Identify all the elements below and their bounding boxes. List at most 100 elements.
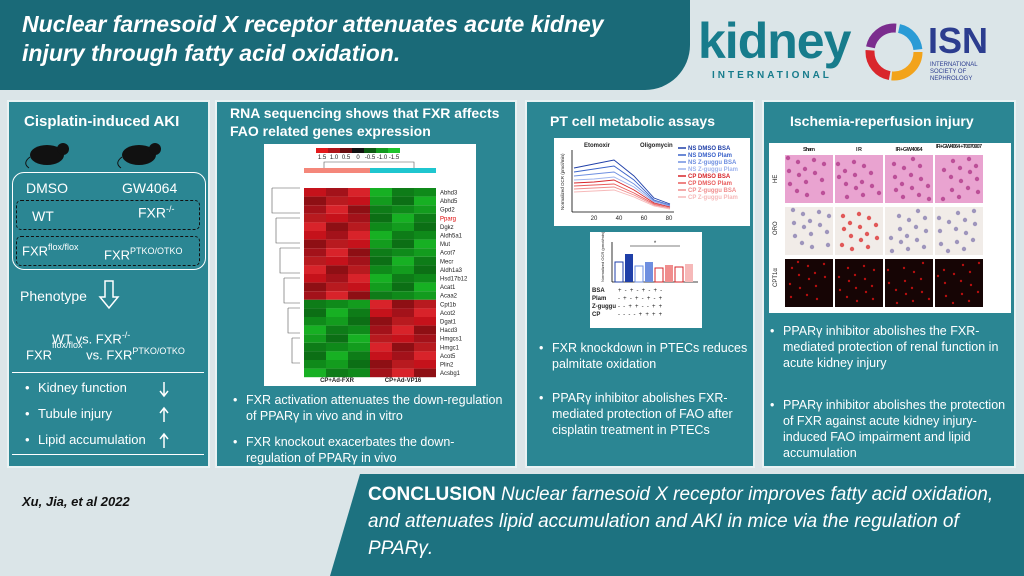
heatmap-cell [304, 334, 326, 343]
emblem-arc [865, 23, 923, 81]
histology-texture [790, 207, 796, 213]
heatmap-cell [348, 282, 370, 292]
gene-label: Abhd5 [440, 199, 458, 205]
histology-texture [911, 299, 915, 303]
heatmap-cell [304, 368, 326, 378]
panel-title: PT cell metabolic assays [550, 113, 715, 129]
conclusion: CONCLUSION Nuclear farnesoid X receptor … [368, 481, 1008, 562]
histology-texture [953, 226, 959, 232]
histology-texture [820, 190, 826, 196]
heatmap-cell [414, 274, 436, 283]
genotype-base: FXR [104, 247, 130, 263]
bar-figure: Normalized OCR (pmol/min) * BSA + - + - + -… [590, 232, 702, 328]
heatmap-cell [392, 325, 414, 335]
heatmap-cell [370, 342, 392, 352]
histology-image [835, 155, 883, 203]
histology-texture [862, 264, 866, 268]
histology-texture [819, 177, 825, 183]
histology-texture [845, 295, 849, 299]
group-bar [304, 168, 370, 173]
heatmap-cell [326, 265, 348, 274]
divider [12, 454, 204, 455]
comparison-base: WT vs. FXR [52, 331, 122, 347]
row-label: HE [773, 175, 779, 183]
heatmap-cell [370, 351, 392, 360]
scale-label: 0.5 [342, 155, 351, 161]
scale-swatch [328, 148, 340, 153]
histology-texture [809, 244, 815, 250]
journal-logo-sub: INTERNATIONAL [712, 70, 832, 81]
heatmap-cell [392, 222, 414, 231]
heatmap-cell [304, 205, 326, 214]
histology-texture [797, 273, 801, 277]
histology-texture [976, 290, 980, 294]
histology-texture [787, 181, 793, 187]
genotype-sup: flox/flox [48, 242, 79, 252]
histology-texture [853, 273, 857, 277]
histology-image [885, 155, 933, 203]
comparison: WT vs. FXR-/- [52, 330, 130, 346]
gene-label: Pparg [440, 216, 456, 222]
bullet: FXR knockout exacerbates the down-regula… [233, 434, 508, 466]
histology-texture [876, 190, 882, 196]
heatmap-cell [370, 231, 392, 240]
heatmap-cell [392, 231, 414, 240]
legend-label: NS Z-guggu BSA [688, 160, 737, 166]
heatmap-cell [326, 231, 348, 240]
histology-texture [973, 163, 979, 169]
heatmap-cell [304, 342, 326, 352]
heatmap-cell [392, 368, 414, 378]
histology-texture [959, 279, 963, 283]
genotype-base: FXR [138, 204, 166, 221]
gene-label: Dgkz [440, 225, 454, 231]
histology-texture [937, 228, 943, 234]
heatmap-cell [348, 308, 370, 317]
histology-texture [863, 277, 867, 281]
column-label: Sham [803, 147, 815, 153]
histology-texture [868, 170, 874, 176]
heatmap-cell [370, 205, 392, 214]
histology-image [835, 259, 883, 307]
heatmap-cell [392, 317, 414, 326]
gene-label: Acot5 [440, 354, 456, 360]
histology-texture [940, 196, 946, 202]
scale-label: 1.0 [330, 155, 339, 161]
heatmap-cell [304, 308, 326, 317]
society-emblem [865, 23, 923, 81]
histology-texture [975, 189, 981, 195]
heatmap-cell [370, 308, 392, 317]
citation: Xu, Jia, et al 2022 [22, 494, 130, 509]
heatmap-cell [304, 222, 326, 231]
histology-texture [791, 220, 797, 226]
bullet: PPARγ inhibitor abolishes FXR-mediated p… [539, 390, 748, 438]
histology-texture [785, 155, 791, 161]
histology-texture [905, 246, 911, 252]
annotation: Oligomycin [640, 143, 673, 149]
histology-texture [956, 194, 962, 200]
histology-image [935, 207, 983, 255]
histology-texture [893, 187, 899, 193]
legend-label: CP Z-guggu Plam [688, 195, 738, 201]
heatmap-cell [348, 325, 370, 335]
histology-texture [794, 188, 800, 194]
histology-texture [970, 237, 976, 243]
dendrogram [291, 337, 300, 364]
histology-texture [919, 277, 923, 281]
heatmap-cell [414, 325, 436, 335]
histology-texture [796, 172, 802, 178]
legend-label: NS Z-guggu Plam [688, 167, 738, 173]
arrow [159, 432, 169, 448]
trend-arrow [159, 382, 169, 398]
histology-texture [798, 286, 802, 290]
histology-texture [807, 218, 813, 224]
histology-texture [895, 301, 899, 305]
histology-texture [896, 213, 902, 219]
heatmap-cell [326, 351, 348, 360]
heatmap-cell [348, 188, 370, 197]
scale-swatch [352, 148, 364, 153]
histology-texture [921, 244, 927, 250]
histology-texture [821, 161, 827, 167]
histology-texture [923, 228, 929, 234]
heatmap-cell [348, 291, 370, 300]
dendrogram [287, 307, 300, 334]
